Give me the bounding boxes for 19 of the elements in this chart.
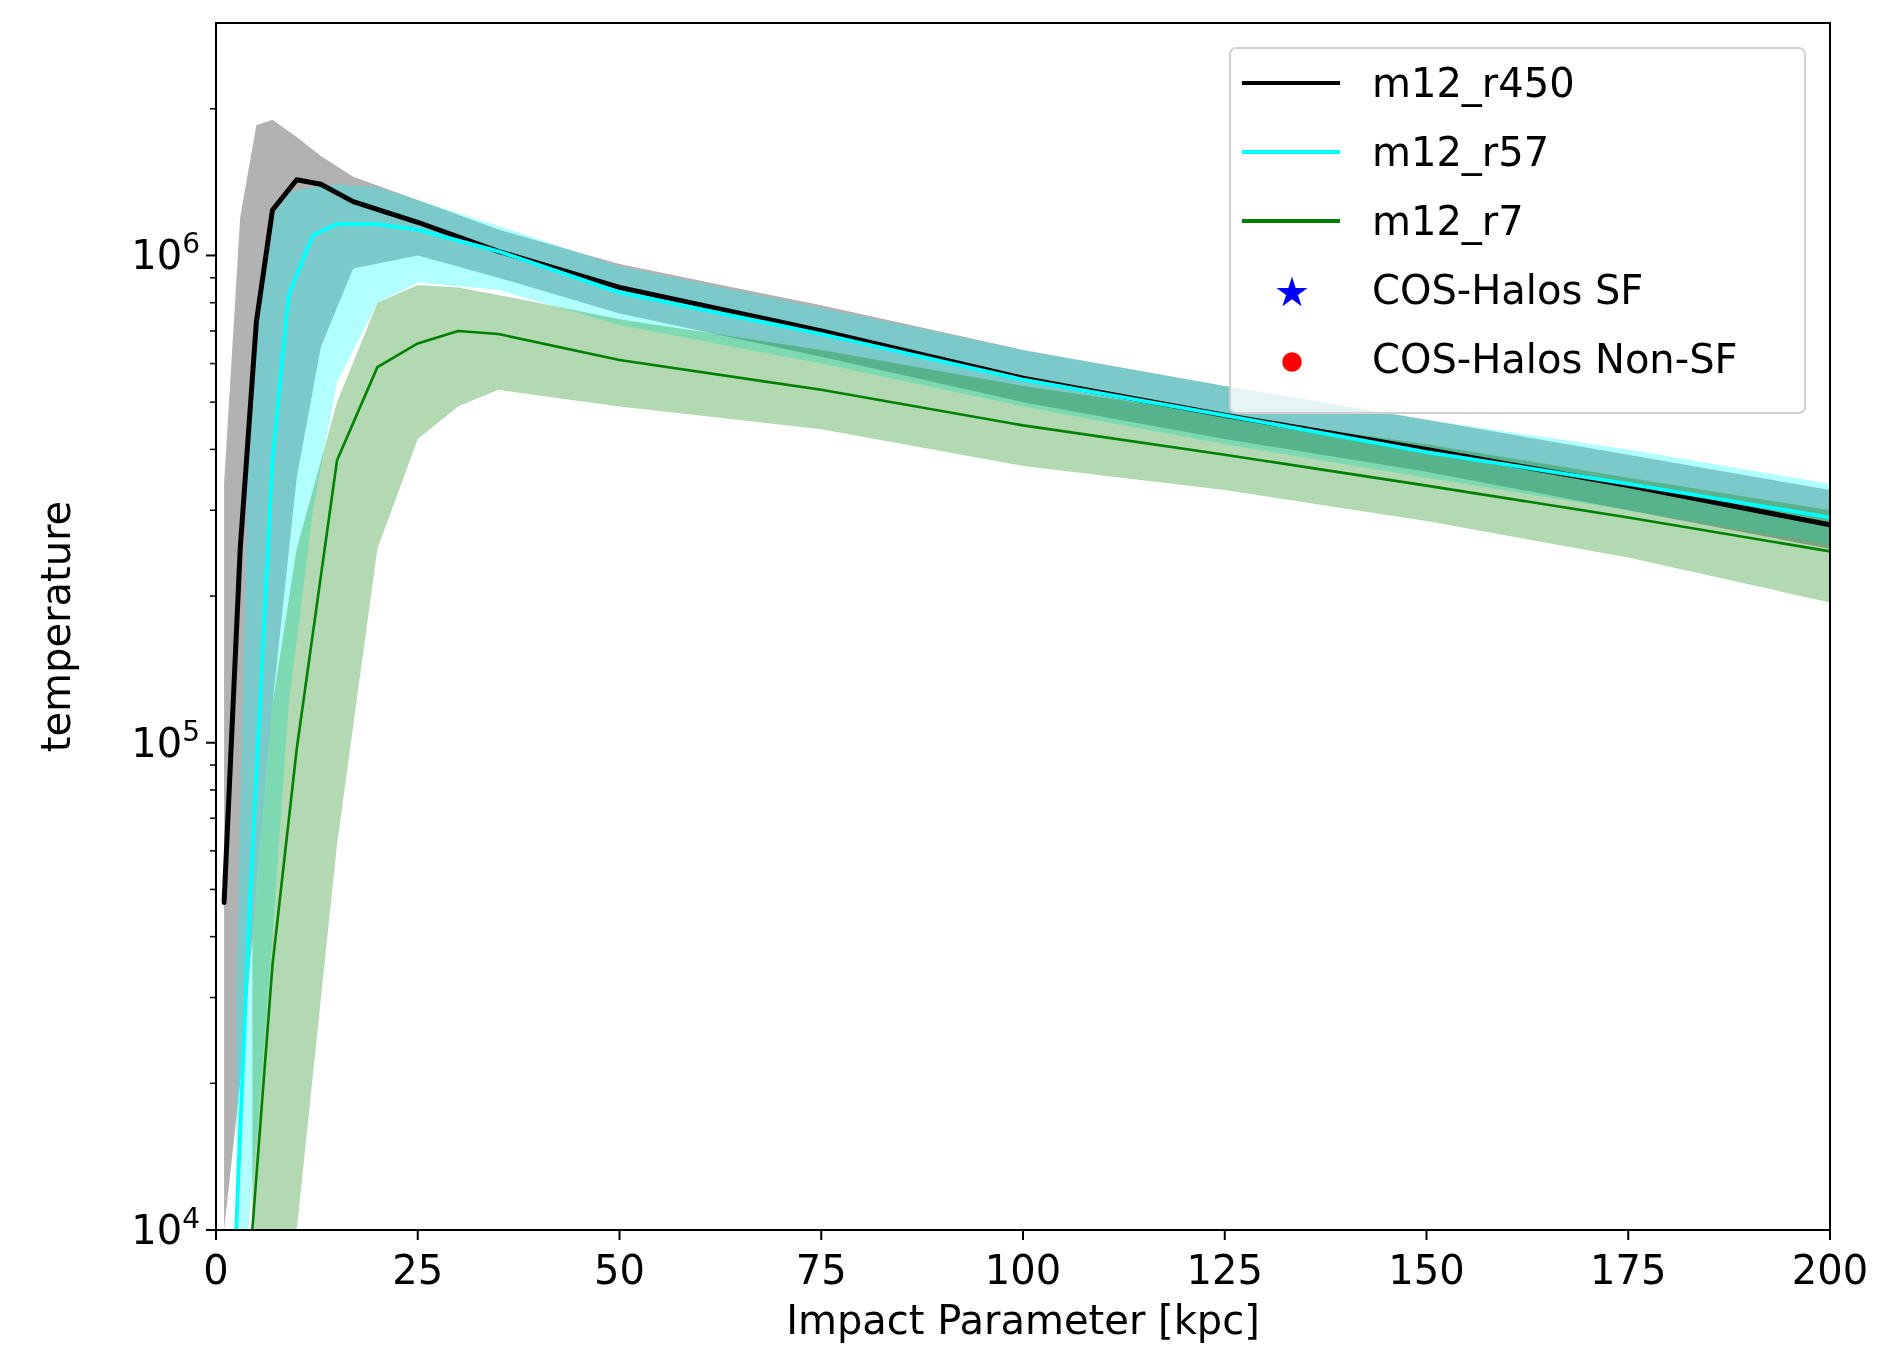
x-tick-label: 50 [594,1247,645,1293]
x-tick-label: 150 [1388,1247,1465,1293]
x-tick-label: 125 [1186,1247,1263,1293]
legend-label: m12_r450 [1372,60,1575,107]
legend-label: m12_r57 [1372,129,1550,176]
x-tick-label: 75 [795,1247,847,1293]
y-tick-label: 10$^{4}$ [131,1201,200,1253]
y-tick-label: 10$^{6}$ [131,226,200,279]
x-tick-label: 100 [984,1247,1062,1293]
x-tick-label: 200 [1791,1247,1869,1293]
legend-label: COS-Halos SF [1372,267,1644,313]
x-tick-label: 25 [392,1247,444,1293]
y-tick-label: 10$^{5}$ [131,714,200,766]
y-axis-title: temperature [33,500,79,753]
x-tick-label: 175 [1590,1247,1667,1293]
legend-label: m12_r7 [1372,198,1524,245]
legend-label: COS-Halos Non-SF [1372,336,1738,382]
x-tick-label: 0 [203,1247,229,1293]
x-axis-title: Impact Parameter [kpc] [786,1297,1260,1343]
